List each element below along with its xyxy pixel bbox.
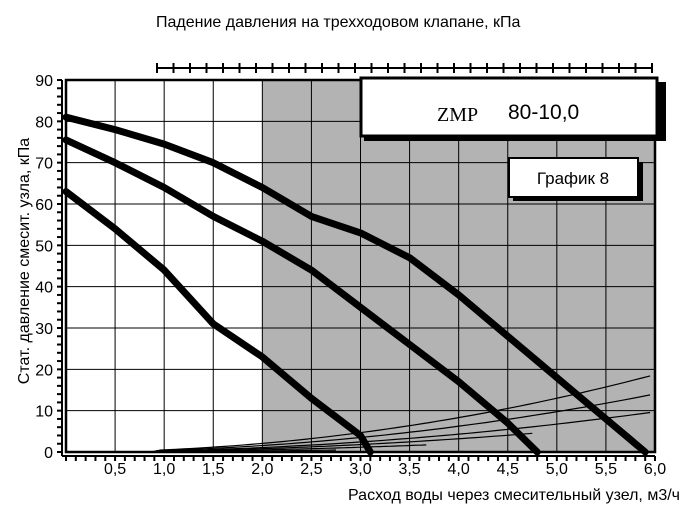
y-axis-ticks: 0 10 20 30 40 50 60 70 80 90	[35, 73, 53, 462]
valve-curve	[154, 432, 533, 452]
y-tick-label: 20	[35, 362, 53, 379]
y-tick-label: 0	[44, 445, 53, 462]
x-tick-label: 5,5	[595, 461, 617, 478]
x-tick-label: 5,0	[546, 461, 568, 478]
top-axis: 0,9247,512162330	[156, 63, 653, 73]
x-tick-label: 3,5	[398, 461, 420, 478]
x-tick-label: 4,0	[448, 461, 470, 478]
x-tick-label: 4,5	[497, 461, 519, 478]
x-tick-label: 2,0	[251, 461, 273, 478]
y-tick-label: 80	[35, 114, 53, 131]
badge-frame	[508, 157, 639, 198]
valve-curve	[154, 411, 651, 452]
y-tick-label: 50	[35, 238, 53, 255]
x-axis-title: Расход воды через смесительный узел, м3/…	[348, 487, 680, 504]
pump-curve-2	[62, 136, 541, 456]
x-tick-label: 3,0	[349, 461, 371, 478]
pump-curve-1	[62, 113, 649, 456]
y-tick-label: 40	[35, 280, 53, 297]
model-number: 80-10,0	[508, 101, 579, 124]
y-tick-label: 90	[35, 73, 53, 90]
model-brand: ZMP	[437, 104, 478, 126]
valve-curve	[156, 394, 651, 452]
x-tick-label: 2,5	[300, 461, 322, 478]
model-box-frame	[359, 76, 659, 138]
x-tick-label: 6,0	[644, 461, 666, 478]
x-tick-label: 1,0	[153, 461, 175, 478]
valve-curve	[159, 375, 651, 451]
badge-label: График 8	[537, 169, 609, 188]
y-tick-label: 10	[35, 404, 53, 421]
x-tick-label: 1,5	[202, 461, 224, 478]
pump-curve-3	[62, 188, 374, 456]
y-axis-title: Стат. давление смесит. узла, кПа	[16, 138, 33, 384]
y-tick-label: 30	[35, 321, 53, 338]
x-axis-ticks: 0,5 1,0 1,5 2,0 2,5 3,0 3,5 4,0 4,5 5,0 5,5 6,0	[104, 461, 666, 478]
y-tick-label: 70	[35, 156, 53, 173]
x-tick-label: 0,5	[104, 461, 126, 478]
model-box: ZMP 80-10,0	[359, 76, 666, 141]
y-tick-label: 60	[35, 197, 53, 214]
chart-badge: График 8	[508, 157, 643, 201]
pump-curves	[62, 113, 649, 456]
top-axis-title: Падение давления на трехходовом клапане,…	[156, 14, 521, 31]
